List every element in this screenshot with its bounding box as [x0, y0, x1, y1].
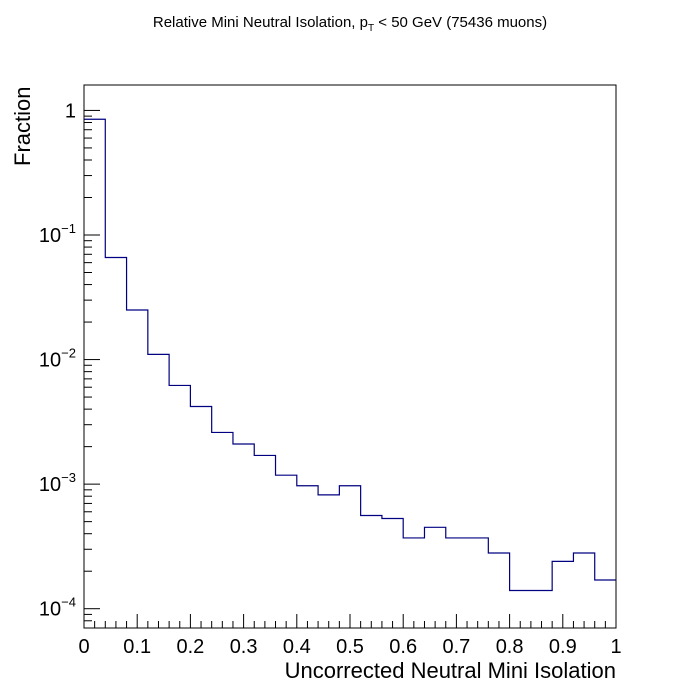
y-axis-label: Fraction — [10, 86, 35, 166]
histogram-bin — [84, 119, 105, 628]
histogram-bin — [424, 527, 445, 628]
histogram-bin — [105, 257, 126, 628]
x-tick-label: 0.5 — [336, 636, 364, 658]
x-tick-label: 1 — [610, 636, 621, 658]
x-tick-label: 0.6 — [389, 636, 417, 658]
histogram-bin — [169, 385, 190, 628]
histogram-bin — [552, 561, 573, 628]
histogram-bin — [361, 516, 382, 628]
histogram-bin — [254, 455, 275, 628]
histogram-bin — [276, 475, 297, 628]
histogram-bins — [84, 118, 616, 628]
x-tick-label: 0.4 — [283, 636, 311, 658]
chart-title: Relative Mini Neutral Isolation, pT < 50… — [152, 14, 548, 34]
x-tick-label: 0.1 — [123, 636, 151, 658]
histogram-bin — [190, 406, 211, 628]
x-tick-label: 0.2 — [176, 636, 204, 658]
axis-ticks — [83, 109, 617, 629]
histogram-bin — [510, 591, 531, 628]
histogram-bin — [148, 354, 169, 628]
histogram-bin — [467, 538, 488, 628]
histogram-bin — [297, 486, 318, 628]
x-tick-label: 0.9 — [549, 636, 577, 658]
histogram-bin — [488, 553, 509, 628]
y-tick-label: 10−2 — [39, 346, 76, 372]
histogram-bin — [446, 538, 467, 628]
histogram-bin — [403, 538, 424, 628]
x-tick-label: 0 — [78, 636, 89, 658]
y-tick-label: 10−4 — [39, 595, 76, 621]
histogram-line — [84, 118, 616, 592]
histogram-bin — [233, 444, 254, 628]
tick-labels: 0 0.1 0.2 0.3 0.4 0.5 0.6 0.7 0.8 0.9 1 1 10−1 10−2 10… — [39, 100, 622, 658]
histogram-bin — [318, 495, 339, 628]
histogram-bin — [212, 432, 233, 628]
x-tick-label: 0.7 — [442, 636, 470, 658]
histogram-bin — [127, 310, 148, 628]
y-tick-label: 10−3 — [39, 470, 76, 496]
x-tick-label: 0.8 — [496, 636, 524, 658]
y-tick-label: 10−1 — [39, 221, 76, 247]
histogram-bin — [573, 553, 594, 628]
x-axis-label: Uncorrected Neutral Mini Isolation — [284, 658, 616, 683]
histogram-bin — [339, 486, 360, 628]
histogram-bin — [531, 591, 552, 628]
y-tick-label: 1 — [65, 100, 76, 122]
plot-frame — [83, 84, 617, 629]
x-tick-label: 0.3 — [230, 636, 258, 658]
histogram-bin — [382, 518, 403, 628]
histogram-bin — [595, 580, 616, 628]
